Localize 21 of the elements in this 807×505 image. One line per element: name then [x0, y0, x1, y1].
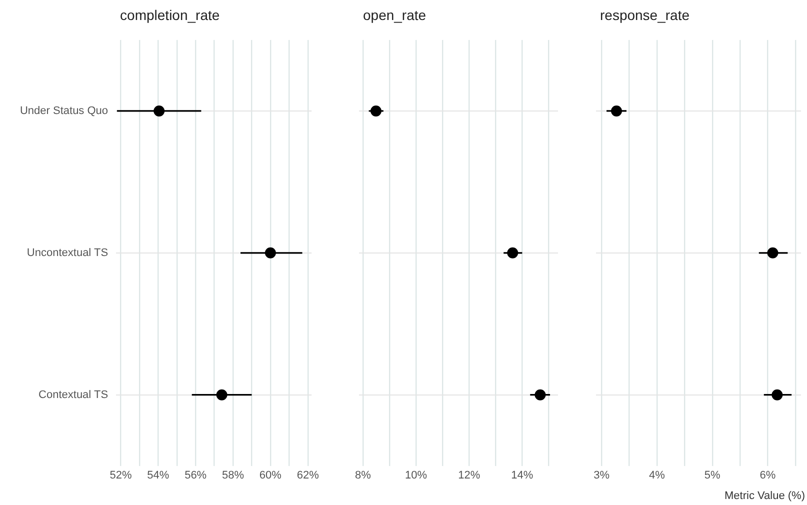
x-axis-title: Metric Value (%) [724, 490, 805, 502]
x-tick-label: 3% [594, 469, 610, 482]
x-tick-label: 54% [147, 469, 170, 482]
chart-title: open_rate [363, 7, 426, 23]
x-tick-label: 56% [184, 469, 207, 482]
x-tick-label: 4% [648, 469, 666, 482]
x-tick-label: 10% [405, 469, 428, 482]
x-tick-label: 5% [704, 469, 721, 482]
chart-title: completion_rate [120, 7, 220, 23]
y-tick-label: Contextual TS [38, 388, 108, 401]
y-tick-label: Uncontextual TS [26, 246, 108, 259]
chart-title: response_rate [600, 7, 690, 23]
x-tick-label: 52% [110, 469, 132, 482]
x-tick-label: 12% [458, 469, 480, 482]
x-tick-label: 58% [222, 469, 244, 482]
x-tick-label: 14% [511, 469, 534, 482]
x-tick-label: 60% [259, 469, 282, 482]
x-tick-label: 8% [355, 469, 372, 482]
x-tick-label: 62% [296, 469, 320, 482]
x-tick-label: 6% [760, 469, 776, 482]
y-tick-label: Under Status Quo [20, 105, 108, 117]
